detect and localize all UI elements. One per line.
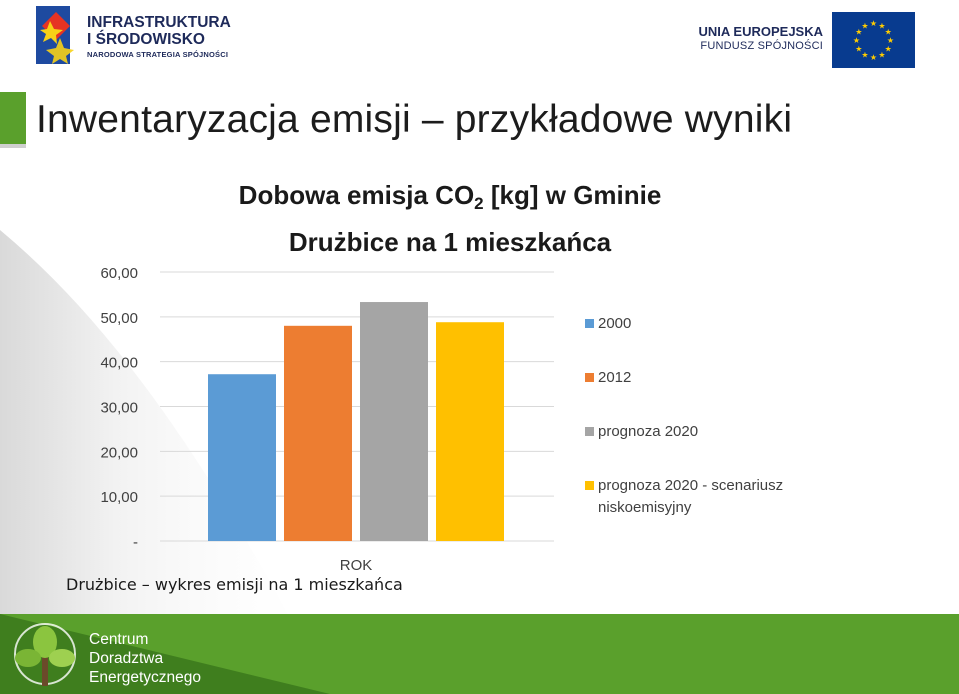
eu-flag-icon: ★ ★★★★★★★★★★★ — [832, 12, 915, 68]
y-tick-label: 10,00 — [100, 489, 138, 506]
slide-title: Inwentaryzacja emisji – przykładowe wyni… — [36, 98, 793, 141]
slide-caption: Drużbice – wykres emisji na 1 mieszkańca — [66, 575, 403, 594]
logo-left-line1: INFRASTRUKTURA — [87, 14, 231, 31]
logo-left-line2: I ŚRODOWISKO — [87, 31, 205, 48]
y-tick-label: 60,00 — [100, 265, 138, 282]
legend-swatch — [585, 481, 594, 490]
y-tick-label: - — [133, 534, 138, 551]
legend-label: prognoza 2020 — [598, 423, 698, 440]
footer-line3: Energetycznego — [89, 669, 202, 686]
x-axis-label: ROK — [340, 557, 373, 574]
star-logo-icon — [36, 6, 74, 64]
y-tick-label: 50,00 — [100, 310, 138, 327]
bar-prognoza-2020 — [360, 302, 428, 541]
legend-label: prognoza 2020 - scenariusz — [598, 477, 783, 494]
title-accent-bar — [0, 92, 26, 147]
eu-star: ★ — [885, 45, 892, 54]
bar-2012 — [284, 325, 352, 541]
bar-prognoza-2020-scenariusz-niskoemisyjny — [436, 322, 504, 541]
chart-title-line2: Drużbice na 1 mieszkańca — [288, 227, 612, 257]
eu-star: ★ — [855, 28, 862, 37]
legend-label: 2000 — [598, 315, 631, 332]
eu-star: ★ — [861, 21, 868, 30]
legend-swatch — [585, 373, 594, 382]
eu-star: ★ — [885, 28, 892, 37]
y-tick-label: 20,00 — [100, 444, 138, 461]
logo-left-line3: NARODOWA STRATEGIA SPÓJNOŚCI — [87, 50, 229, 59]
footer-brand-text: Centrum Doradztwa Energetycznego — [89, 630, 201, 687]
bar-2000 — [208, 374, 276, 541]
tree-logo-icon — [14, 623, 76, 686]
footer-line1: Centrum — [89, 631, 149, 648]
y-tick-label: 40,00 — [100, 355, 138, 372]
eu-star: ★ — [861, 51, 868, 60]
y-tick-label: 30,00 — [100, 400, 138, 417]
eu-star: ★ — [887, 36, 894, 45]
background-swoosh — [0, 230, 330, 694]
eu-star: ★ — [855, 45, 862, 54]
eu-logo-line2: FUNDUSZ SPÓJNOŚCI — [700, 40, 823, 52]
chart-title-part2: [kg] w Gminie — [483, 180, 662, 210]
eu-star: ★ — [853, 36, 860, 45]
eu-logo-line1: UNIA EUROPEJSKA — [698, 24, 823, 39]
eu-star: ★ — [878, 51, 885, 60]
eu-star: ★ — [870, 53, 877, 62]
chart-title: Dobowa emisja CO2 [kg] w Gminie Drużbice… — [180, 176, 720, 261]
infrastruktura-logo: INFRASTRUKTURA I ŚRODOWISKO NARODOWA STR… — [30, 4, 240, 70]
legend-label: 2012 — [598, 369, 631, 386]
eu-star: ★ — [878, 21, 885, 30]
chart-title-part1: Dobowa emisja CO — [238, 180, 475, 210]
footer-line2: Doradztwa — [89, 650, 164, 667]
footer-band — [0, 614, 959, 694]
eu-star: ★ — [870, 19, 877, 28]
legend-swatch — [585, 319, 594, 328]
legend-label: niskoemisyjny — [598, 499, 692, 516]
title-accent-shadow — [0, 144, 26, 148]
chart-title-subscript: 2 — [474, 194, 484, 213]
legend-swatch — [585, 427, 594, 436]
eu-logo-text: UNIA EUROPEJSKA FUNDUSZ SPÓJNOŚCI — [699, 24, 823, 53]
